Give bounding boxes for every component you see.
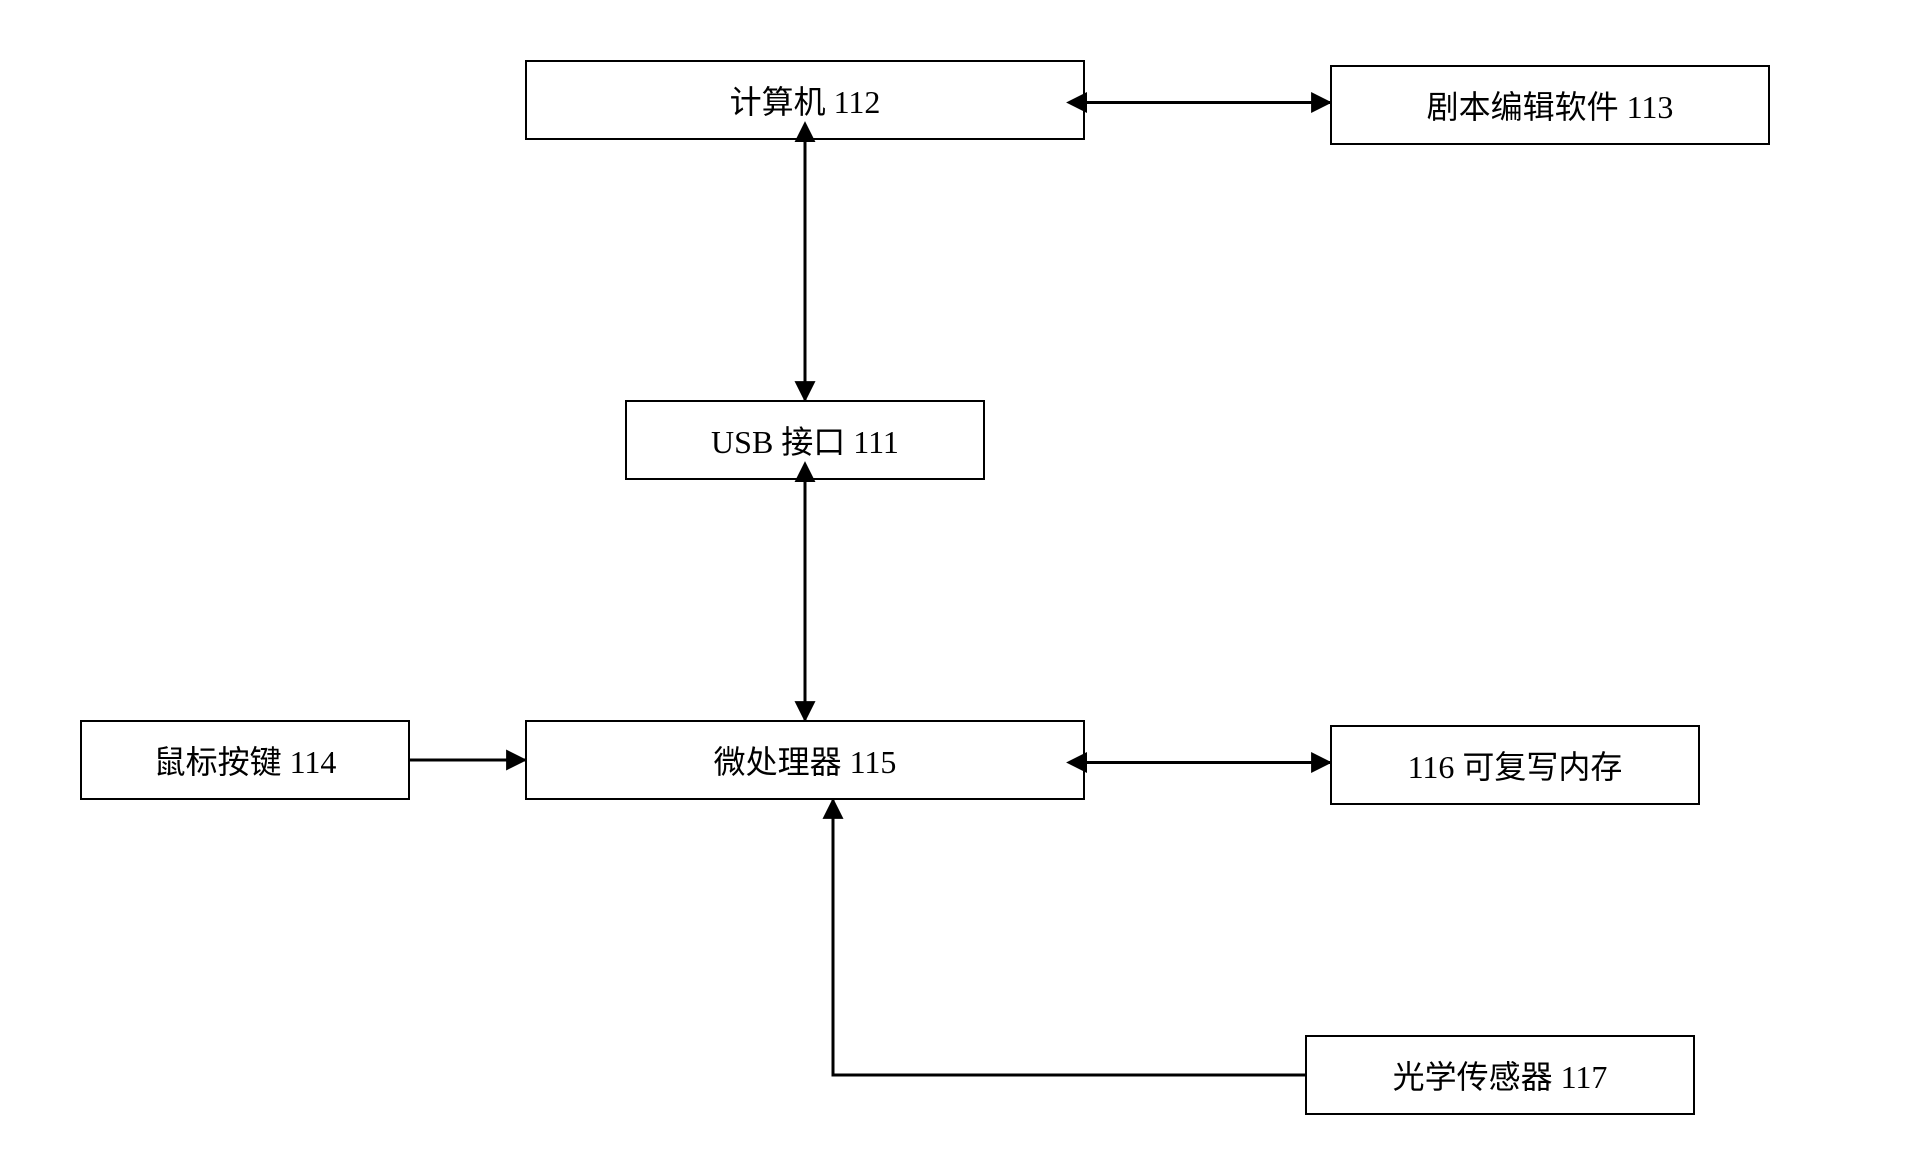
edges-layer: [0, 0, 1930, 1150]
